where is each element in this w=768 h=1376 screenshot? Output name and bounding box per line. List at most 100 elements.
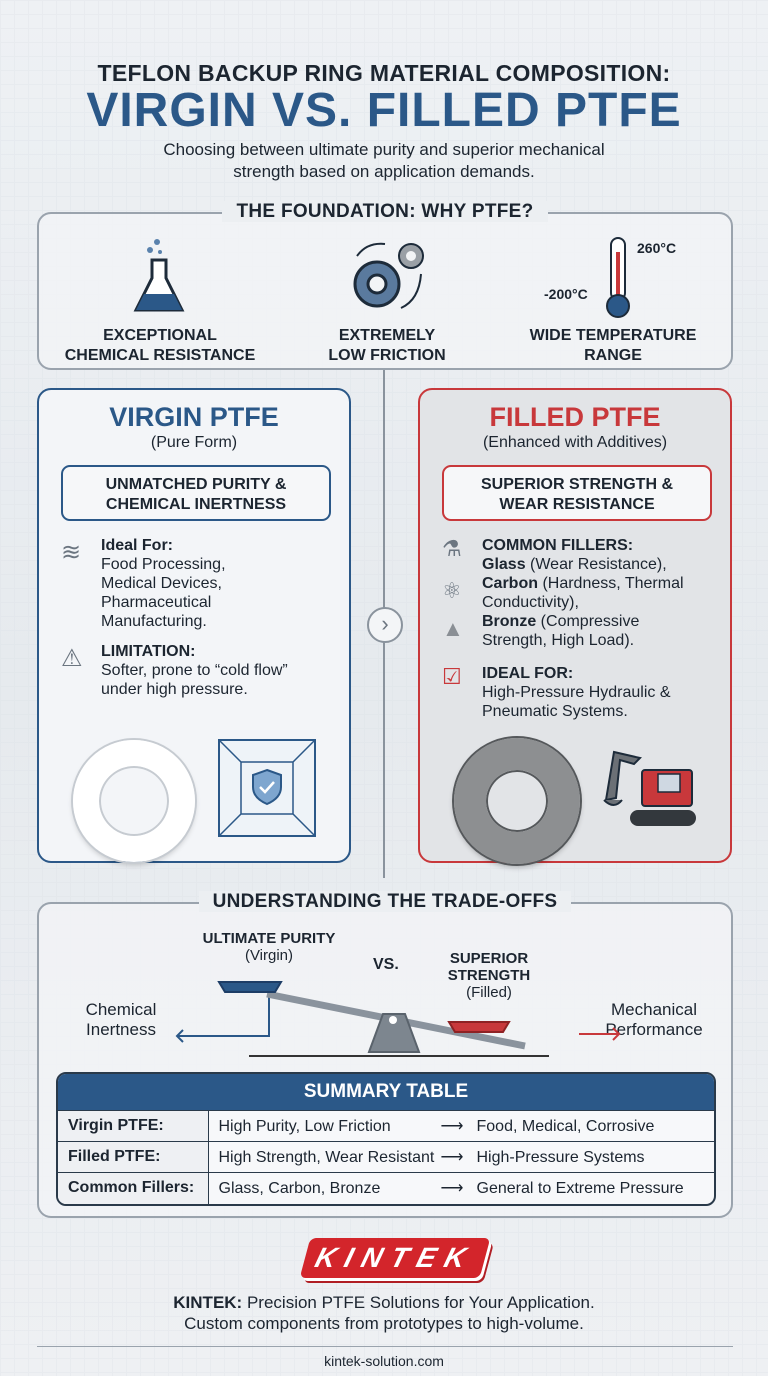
arrow-right-icon: ⟶	[440, 1118, 464, 1135]
arrow-right-icon: ⟶	[440, 1149, 464, 1166]
chemical-inertness-label: Chemical Inertness	[61, 1000, 181, 1040]
label-sub: (Filled)	[466, 984, 512, 1001]
ideal-item: Pneumatic Systems.	[482, 703, 628, 720]
label: SUPERIOR	[449, 950, 529, 967]
highlight-line: WEAR RESISTANCE	[499, 496, 655, 513]
label: ULTIMATE PURITY	[202, 930, 336, 947]
excavator-icon	[603, 750, 696, 826]
panel-title: FILLED PTFE	[489, 402, 661, 432]
row-key: Common Fillers:	[58, 1172, 209, 1204]
layers-icon: ≋	[61, 539, 82, 566]
tagline-line: KINTEK: Precision PTFE Solutions for You…	[0, 1292, 768, 1313]
row-values: High Strength, Wear Resistant ⟶ High-Press…	[208, 1141, 714, 1173]
row-values: High Purity, Low Friction ⟶ Food, Medical,…	[208, 1110, 714, 1142]
feature-label: RANGE	[584, 347, 642, 364]
virgin-ptfe-panel: VIRGIN PTFE (Pure Form) UNMATCHED PURITY…	[37, 388, 351, 863]
arrow-right-icon: ⟶	[440, 1180, 464, 1198]
feature-label: LOW FRICTION	[328, 347, 446, 364]
website-link[interactable]: kintek-solution.com	[324, 1353, 444, 1369]
row-uses: Food, Medical, Corrosive	[476, 1118, 655, 1135]
feature-label: WIDE TEMPERATURE	[529, 327, 697, 344]
ideal-item: Food Processing,	[101, 556, 226, 573]
temp-low: -200°C	[544, 286, 588, 302]
balance-scale-icon	[175, 981, 621, 1057]
panel-title: VIRGIN PTFE	[109, 402, 279, 432]
atom-icon: ⚛	[442, 578, 462, 603]
ideal-item: Medical Devices,	[101, 575, 222, 592]
flask-icon: ⚗	[442, 536, 462, 561]
row-props: Glass, Carbon, Bronze	[218, 1180, 381, 1198]
feature-chemical-resistance: EXCEPTIONAL CHEMICAL RESISTANCE	[45, 326, 275, 366]
axis-label: Chemical	[85, 1000, 157, 1019]
foundation-section: THE FOUNDATION: WHY PTFE? EXCEPTIONAL CHE…	[37, 201, 733, 370]
tradeoffs-section: UNDERSTANDING THE TRADE-OFFS ULTIMATE PU…	[37, 891, 733, 1218]
filler-bronze: Bronze (Compressive	[482, 612, 684, 631]
filler-desc: Strength, High Load).	[482, 632, 635, 649]
row-values: Glass, Carbon, Bronze ⟶ General to Extreme…	[208, 1172, 714, 1204]
row-uses: High-Pressure Systems	[476, 1149, 645, 1166]
filler-glass: Glass (Wear Resistance),	[482, 555, 684, 574]
limitation-label: LIMITATION:	[101, 643, 196, 660]
highlight-line: CHEMICAL INERTNESS	[105, 496, 287, 513]
filler-desc: (Compressive	[536, 613, 640, 630]
virgin-highlight: UNMATCHED PURITY & CHEMICAL INERTNESS	[61, 465, 331, 521]
feature-label: CHEMICAL RESISTANCE	[64, 347, 256, 364]
feature-label: EXCEPTIONAL	[103, 327, 217, 344]
filler-carbon: Carbon (Hardness, Thermal	[482, 574, 684, 593]
warning-icon: ⚠	[61, 645, 83, 672]
filled-side-label: SUPERIOR STRENGTH (Filled)	[419, 950, 559, 1001]
logo-text: KINTEK	[311, 1242, 479, 1273]
highlight-line: UNMATCHED PURITY &	[105, 476, 287, 493]
limitation: LIMITATION: Softer, prone to “cold flow”…	[101, 642, 288, 699]
chevron-right-icon: ›	[367, 607, 403, 643]
ideal-for: Ideal For: Food Processing, Medical Devic…	[101, 536, 226, 631]
cleanroom-shield-icon	[218, 739, 316, 837]
tagline-line: Custom components from prototypes to hig…	[184, 1314, 584, 1333]
powder-pile-icon: ▲	[442, 616, 464, 641]
summary-table: SUMMARY TABLE Virgin PTFE: High Purity, L…	[56, 1072, 716, 1206]
subtitle: Choosing between ultimate purity and sup…	[0, 139, 768, 183]
kintek-logo: KINTEK	[299, 1238, 491, 1278]
table-row: Common Fillers: Glass, Carbon, Bronze ⟶ Gen…	[58, 1172, 714, 1204]
summary-table-body: Virgin PTFE: High Purity, Low Friction ⟶ Fo…	[58, 1110, 714, 1204]
axis-label: Mechanical	[611, 1000, 697, 1019]
filled-ptfe-panel: FILLED PTFE (Enhanced with Additives) SU…	[418, 388, 732, 864]
filled-highlight: SUPERIOR STRENGTH & WEAR RESISTANCE	[442, 465, 712, 521]
limitation-text: under high pressure.	[101, 681, 248, 698]
flask-icon	[133, 239, 185, 312]
axis-label: Performance	[605, 1020, 703, 1039]
row-props: High Purity, Low Friction	[218, 1118, 391, 1135]
filled-ring-image	[454, 738, 580, 864]
common-fillers: COMMON FILLERS: Glass (Wear Resistance),…	[482, 536, 684, 650]
limitation-text: Softer, prone to “cold flow”	[101, 662, 288, 679]
section-title: THE FOUNDATION: WHY PTFE?	[222, 201, 548, 222]
title-line1: TEFLON BACKUP RING MATERIAL COMPOSITION:	[97, 60, 671, 86]
table-row: Virgin PTFE: High Purity, Low Friction ⟶ Fo…	[58, 1110, 714, 1142]
ideal-label: Ideal For:	[101, 537, 174, 554]
tagline: Precision PTFE Solutions for Your Applic…	[242, 1293, 595, 1312]
feature-label: EXTREMELY	[338, 327, 436, 344]
row-key: Virgin PTFE:	[58, 1110, 209, 1142]
temp-high: 260°C	[637, 240, 677, 256]
virgin-side-label: ULTIMATE PURITY (Virgin)	[169, 930, 369, 964]
gears-icon	[353, 242, 424, 309]
feature-temperature-range: WIDE TEMPERATURE RANGE	[498, 326, 728, 366]
mechanical-performance-label: Mechanical Performance	[584, 1000, 724, 1040]
axis-label: Inertness	[86, 1020, 156, 1039]
ideal-item: Pharmaceutical	[101, 594, 212, 611]
table-row: Filled PTFE: High Strength, Wear Resistan…	[58, 1141, 714, 1173]
subtitle-line: strength based on application demands.	[233, 162, 535, 181]
section-title: UNDERSTANDING THE TRADE-OFFS	[198, 891, 572, 912]
feature-low-friction: EXTREMELY LOW FRICTION	[272, 326, 502, 366]
highlight-line: SUPERIOR STRENGTH &	[480, 476, 673, 493]
ideal-label: IDEAL FOR:	[482, 665, 574, 682]
filler-desc: (Hardness, Thermal	[538, 575, 684, 592]
check-circle-icon: ☑	[442, 664, 462, 689]
filler-desc: (Wear Resistance),	[525, 556, 667, 573]
filler-name: Bronze	[482, 613, 537, 630]
row-uses: General to Extreme Pressure	[476, 1180, 684, 1198]
subtitle-line: Choosing between ultimate purity and sup…	[163, 140, 605, 159]
filler-name: Glass	[482, 556, 526, 573]
row-props: High Strength, Wear Resistant	[218, 1149, 435, 1166]
footer-tagline: KINTEK: Precision PTFE Solutions for You…	[0, 1292, 768, 1334]
